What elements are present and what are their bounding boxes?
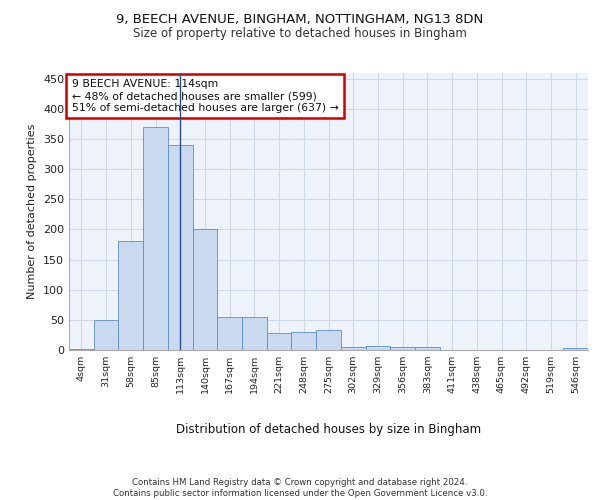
Bar xyxy=(69,349,94,350)
Bar xyxy=(267,333,292,350)
Bar xyxy=(292,332,316,350)
Bar xyxy=(563,348,588,350)
Text: Contains HM Land Registry data © Crown copyright and database right 2024.
Contai: Contains HM Land Registry data © Crown c… xyxy=(113,478,487,498)
Bar xyxy=(242,317,267,350)
Bar xyxy=(341,347,365,350)
Text: 9, BEECH AVENUE, BINGHAM, NOTTINGHAM, NG13 8DN: 9, BEECH AVENUE, BINGHAM, NOTTINGHAM, NG… xyxy=(116,12,484,26)
Text: Distribution of detached houses by size in Bingham: Distribution of detached houses by size … xyxy=(176,422,481,436)
Bar xyxy=(168,145,193,350)
Bar xyxy=(316,330,341,350)
Bar xyxy=(365,346,390,350)
Bar xyxy=(415,347,440,350)
Bar xyxy=(118,241,143,350)
Bar xyxy=(193,230,217,350)
Bar xyxy=(143,127,168,350)
Text: 9 BEECH AVENUE: 114sqm
← 48% of detached houses are smaller (599)
51% of semi-de: 9 BEECH AVENUE: 114sqm ← 48% of detached… xyxy=(71,80,338,112)
Bar xyxy=(94,320,118,350)
Text: Size of property relative to detached houses in Bingham: Size of property relative to detached ho… xyxy=(133,28,467,40)
Bar xyxy=(390,347,415,350)
Y-axis label: Number of detached properties: Number of detached properties xyxy=(28,124,37,299)
Bar xyxy=(217,317,242,350)
